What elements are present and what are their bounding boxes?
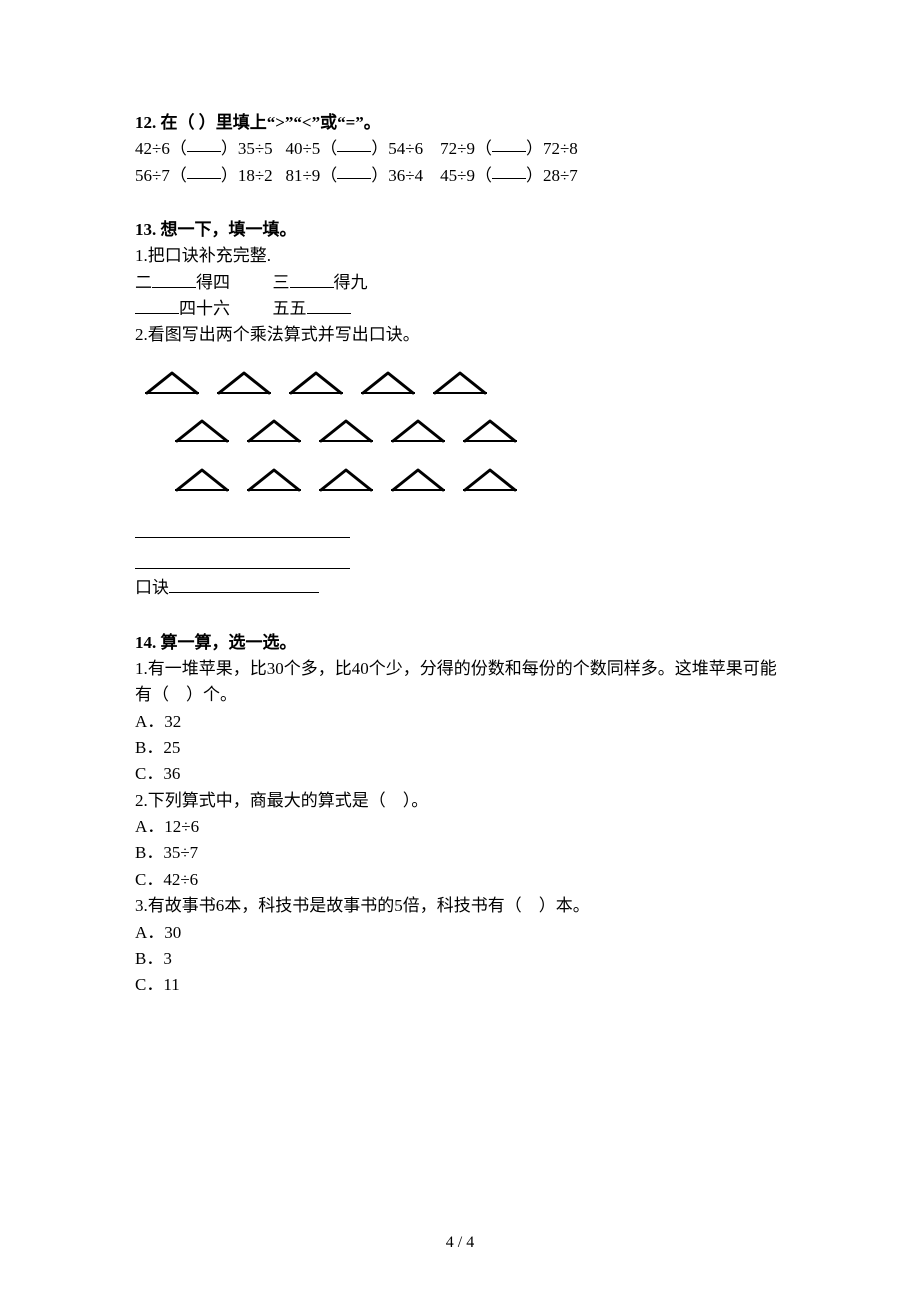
triangle-row	[175, 417, 785, 443]
q12-r2-c: 81÷9	[285, 163, 320, 189]
answer-line-1	[135, 514, 350, 538]
triangle-icon	[247, 466, 301, 492]
q12-row-2: 56÷7（）18÷2 81÷9（）36÷4 45÷9（）28÷7	[135, 163, 785, 189]
triangle-row	[145, 369, 785, 395]
triangle-icon	[463, 417, 517, 443]
question-14: 14. 算一算，选一选。 1.有一堆苹果，比30个多，比40个少，分得的份数和每…	[135, 630, 785, 999]
blank	[135, 297, 179, 314]
q13-p1: 1.把口诀补充完整.	[135, 243, 785, 269]
triangle-icon	[391, 417, 445, 443]
q14-stem: 1.有一堆苹果，比30个多，比40个少，分得的份数和每份的个数同样多。这堆苹果可…	[135, 656, 785, 709]
q13-line2: 四十六 五五	[135, 296, 785, 322]
q14-stem: 2.下列算式中，商最大的算式是（ ）。	[135, 788, 785, 814]
q12-r2-e: 45÷9	[440, 163, 475, 189]
q14-option: A．12÷6	[135, 814, 785, 840]
blank	[187, 162, 221, 179]
q14-title: 14. 算一算，选一选。	[135, 630, 785, 656]
q12-r1-a: 42÷6	[135, 136, 170, 162]
triangle-icon	[289, 369, 343, 395]
triangle-icon	[319, 417, 373, 443]
q12-r2-b: 18÷2	[238, 163, 273, 189]
triangle-icon	[391, 466, 445, 492]
q14-option: B．3	[135, 946, 785, 972]
q13-l1-suf: 得四	[196, 273, 230, 292]
blank	[337, 162, 371, 179]
blank	[492, 162, 526, 179]
triangle-row	[175, 465, 785, 491]
q13-l2-suf: 四十六	[179, 299, 230, 318]
blank	[307, 297, 351, 314]
q12-r1-e: 72÷9	[440, 136, 475, 162]
answer-line-2	[135, 546, 350, 570]
triangle-icon	[463, 466, 517, 492]
q12-title: 12. 在（ ）里填上“>”“<”或“=”。	[135, 110, 785, 136]
triangle-icon	[247, 417, 301, 443]
q12-r1-d: 54÷6	[388, 136, 423, 162]
blank	[152, 271, 196, 288]
triangle-icon	[319, 466, 373, 492]
q12-r2-a: 56÷7	[135, 163, 170, 189]
q14-option: B．35÷7	[135, 840, 785, 866]
q14-option: A．32	[135, 709, 785, 735]
triangle-icon	[175, 417, 229, 443]
blank	[169, 576, 319, 593]
q12-r1-f: 72÷8	[543, 136, 578, 162]
blank	[290, 271, 334, 288]
blank	[187, 135, 221, 152]
q13-p2: 2.看图写出两个乘法算式并写出口诀。	[135, 322, 785, 348]
question-12: 12. 在（ ）里填上“>”“<”或“=”。 42÷6（）35÷5 40÷5（）…	[135, 110, 785, 189]
q14-option: C．36	[135, 761, 785, 787]
q13-l2b-pre: 五五	[273, 299, 307, 318]
q14-stem: 3.有故事书6本，科技书是故事书的5倍，科技书有（ ）本。	[135, 893, 785, 919]
q13-l1b-pre: 三	[273, 273, 290, 292]
triangle-icon	[175, 466, 229, 492]
koujue-label: 口诀	[135, 578, 169, 597]
q13-line1: 二 得四 三 得九	[135, 270, 785, 296]
triangle-icon	[145, 369, 199, 395]
triangle-icon	[433, 369, 487, 395]
q13-title: 13. 想一下，填一填。	[135, 217, 785, 243]
blank	[337, 135, 371, 152]
koujue-line: 口诀	[135, 575, 785, 601]
triangle-figure	[145, 369, 785, 492]
blank	[492, 135, 526, 152]
triangle-icon	[217, 369, 271, 395]
q12-r2-f: 28÷7	[543, 163, 578, 189]
q14-option: A．30	[135, 920, 785, 946]
q14-option: C．11	[135, 972, 785, 998]
q12-r1-c: 40÷5	[285, 136, 320, 162]
page-footer: 4 / 4	[0, 1234, 920, 1252]
q14-option: C．42÷6	[135, 867, 785, 893]
q13-l1-pre: 二	[135, 273, 152, 292]
question-13: 13. 想一下，填一填。 1.把口诀补充完整. 二 得四 三 得九 四十六 五五 2…	[135, 217, 785, 602]
q12-r1-b: 35÷5	[238, 136, 273, 162]
q14-option: B．25	[135, 735, 785, 761]
q12-r2-d: 36÷4	[388, 163, 423, 189]
triangle-icon	[361, 369, 415, 395]
q13-l1b-suf: 得九	[334, 273, 368, 292]
q12-row-1: 42÷6（）35÷5 40÷5（）54÷6 72÷9（）72÷8	[135, 136, 785, 162]
